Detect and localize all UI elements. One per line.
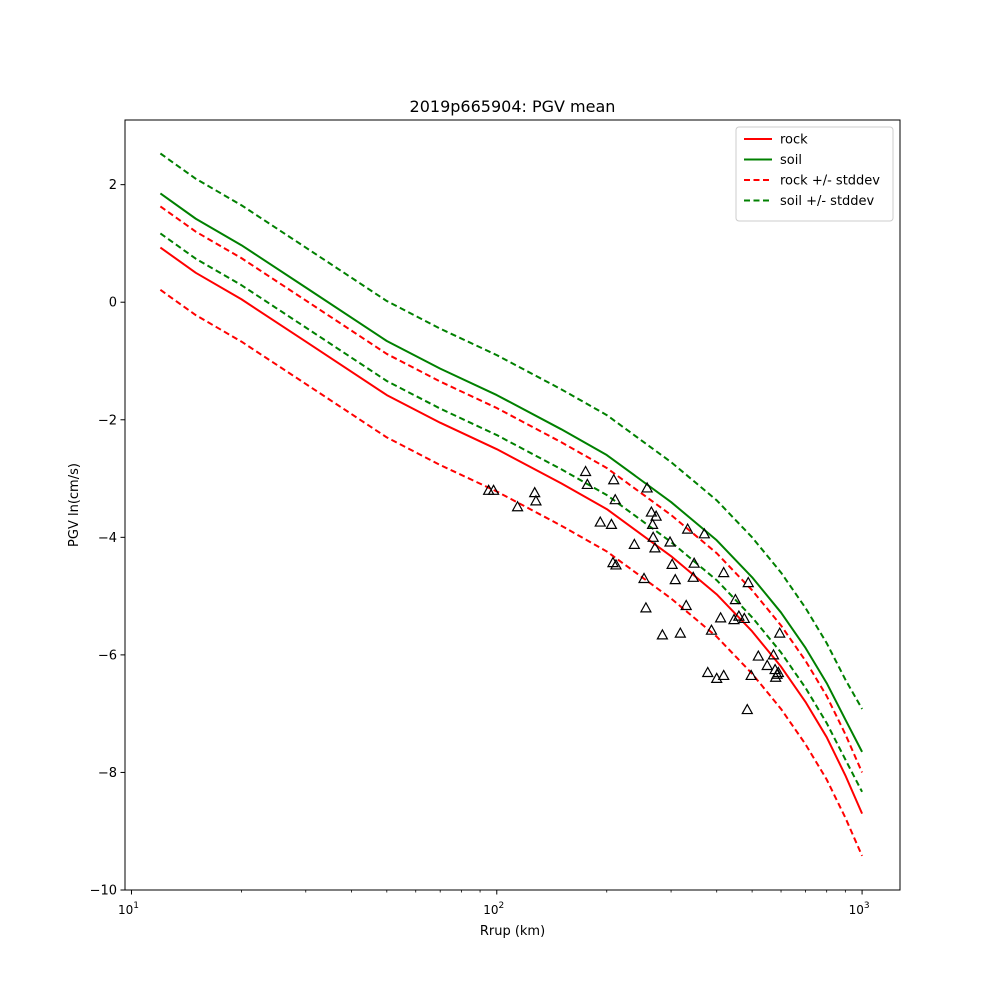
legend-box	[735, 126, 894, 222]
legend: rock soil rock +/- stddev soil +/- stddev	[735, 126, 894, 222]
observation-marker	[663, 535, 677, 547]
observation-marker	[687, 571, 700, 582]
observation-marker	[607, 473, 620, 485]
observation-marker	[666, 558, 679, 569]
observation-marker	[741, 703, 754, 715]
observation-marker	[729, 593, 742, 605]
observation-marker	[605, 518, 618, 530]
y-tick-label: −6	[98, 648, 117, 663]
observation-marker	[650, 509, 663, 521]
observation-marker	[528, 486, 541, 498]
observation-marker	[732, 609, 745, 621]
observation-marker	[638, 572, 651, 584]
series-line-rock-stddev-dashed	[159, 205, 863, 773]
y-axis-label: PGV ln(cm/s)	[67, 463, 82, 547]
observation-marker	[639, 601, 652, 613]
observation-marker	[674, 626, 687, 638]
observation-marker	[742, 576, 755, 588]
observation-marker	[738, 612, 751, 624]
observation-marker	[656, 628, 669, 640]
observation-marker	[647, 531, 660, 542]
observation-marker	[761, 659, 774, 671]
y-tick-label: 0	[109, 296, 117, 311]
observation-marker	[529, 494, 542, 506]
observation-marker	[701, 666, 714, 678]
y-tick-label: −2	[98, 413, 117, 428]
observation-marker	[609, 558, 623, 570]
series-line-soil-stddev-dashed	[159, 152, 863, 710]
series-line-rock-solid	[159, 246, 863, 814]
chart-title: 2019p665904: PGV mean	[410, 97, 616, 116]
observation-marker	[487, 484, 500, 495]
observation-marker	[717, 669, 730, 681]
observation-marker	[772, 666, 785, 678]
series-line-band-dashed	[159, 289, 863, 857]
plot-frame	[124, 119, 901, 891]
series-line-soil-solid	[159, 192, 863, 753]
observation-marker	[714, 611, 727, 623]
observation-marker	[579, 465, 592, 477]
observation-marker	[681, 522, 694, 534]
observation-marker	[669, 573, 682, 585]
observation-marker	[581, 478, 594, 490]
y-tick-label: 2	[109, 178, 117, 193]
series-layer	[159, 152, 863, 857]
observation-marker	[628, 538, 641, 549]
observation-marker	[646, 518, 659, 530]
x-axis-label: Rrup (km)	[480, 924, 545, 939]
observation-marker	[727, 613, 740, 625]
observation-marker	[698, 527, 711, 539]
observation-marker	[717, 566, 730, 578]
observation-marker	[705, 623, 718, 635]
observation-marker	[609, 493, 622, 505]
series-line-band-dashed	[159, 232, 863, 793]
legend-label-rock-stddev: rock +/- stddev	[780, 174, 880, 189]
y-tick-label: −8	[98, 766, 117, 781]
observation-marker	[594, 515, 607, 527]
legend-label-soil: soil	[780, 153, 802, 168]
observation-marker	[745, 669, 758, 681]
y-tick-label: −10	[90, 884, 117, 899]
observation-marker	[680, 599, 693, 611]
observation-layer	[482, 465, 786, 715]
observation-marker	[688, 556, 701, 568]
x-tick-exponent: 2	[499, 901, 505, 911]
observation-marker	[641, 481, 654, 493]
observation-marker	[752, 649, 765, 661]
x-tick-exponent: 3	[864, 901, 870, 911]
legend-label-rock: rock	[780, 133, 808, 148]
observation-marker	[511, 500, 524, 512]
observation-marker	[767, 648, 780, 660]
legend-label-soil-stddev: soil +/- stddev	[780, 194, 875, 209]
observation-marker	[645, 505, 658, 517]
y-tick-label: −4	[98, 531, 117, 546]
x-tick-exponent: 1	[133, 901, 139, 911]
observation-marker	[648, 541, 661, 553]
observation-marker	[773, 626, 786, 638]
